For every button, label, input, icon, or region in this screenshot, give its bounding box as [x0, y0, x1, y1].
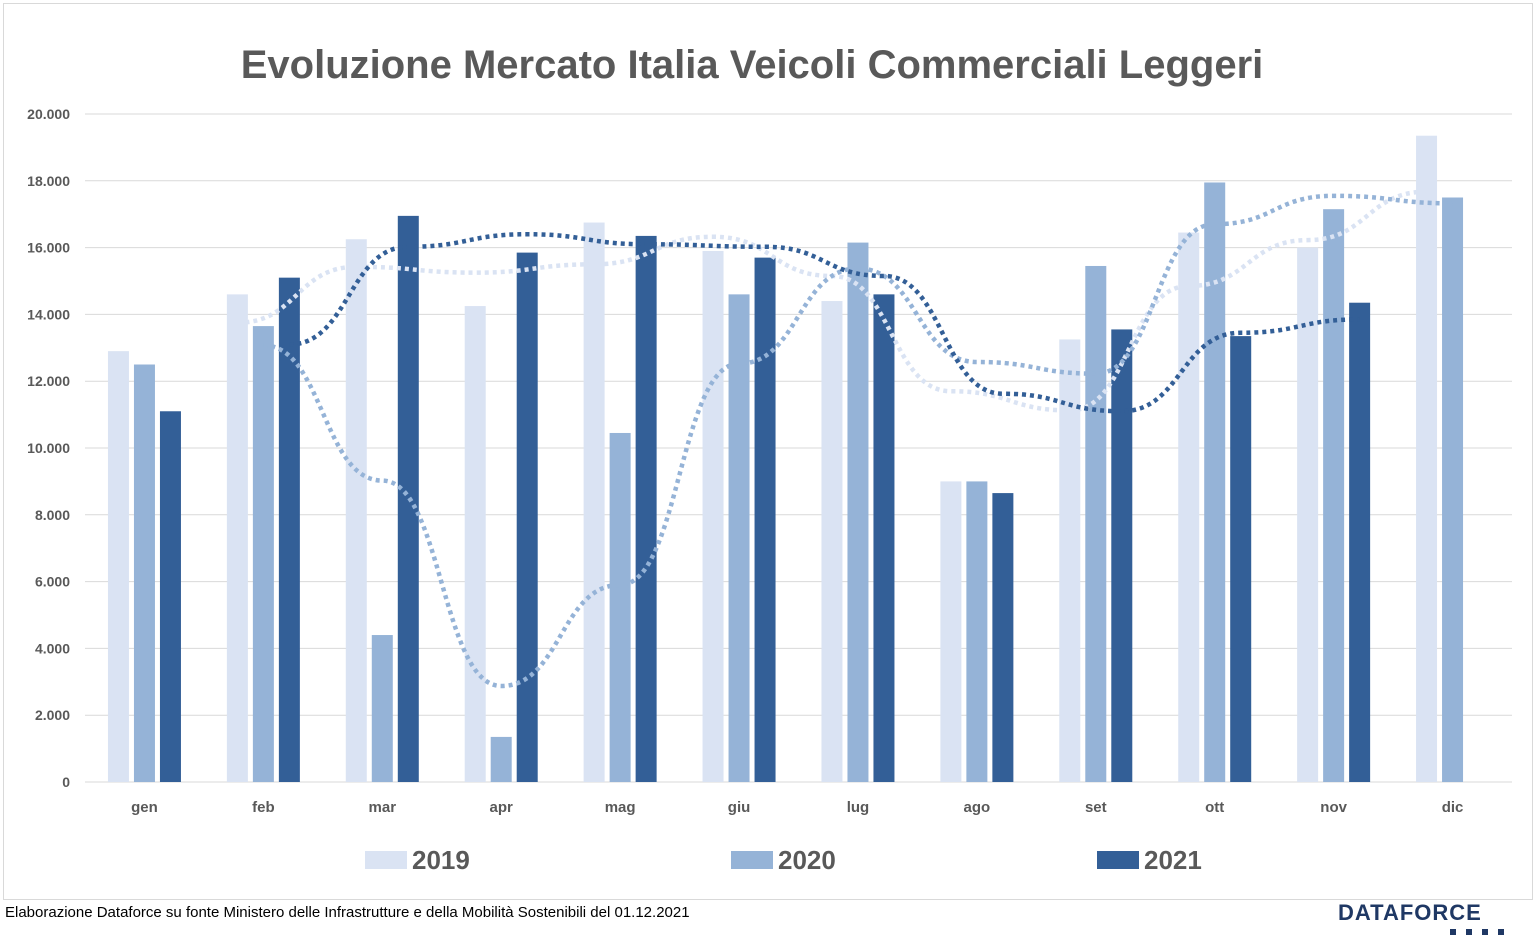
y-tick-label: 2.000	[35, 707, 70, 723]
x-tick-label: ago	[964, 799, 991, 816]
bar-2021-ago	[992, 493, 1014, 782]
legend-label-2019: 2019	[412, 845, 470, 875]
bar-2020-mar	[371, 635, 393, 782]
x-tick-label: gen	[131, 799, 158, 816]
bars	[107, 135, 1464, 783]
bar-chart: Evoluzione Mercato Italia Veicoli Commer…	[27, 43, 1512, 875]
legend: 2019 2020 2021	[365, 845, 1202, 875]
x-tick-label: giu	[728, 799, 751, 816]
bar-2020-lug	[847, 242, 869, 783]
y-tick-label: 6.000	[35, 574, 70, 590]
bar-2021-nov	[1349, 302, 1371, 782]
bar-2019-ago	[940, 481, 962, 782]
trendline-2019	[237, 189, 1427, 413]
bar-2019-feb	[226, 294, 248, 782]
x-tick-label: mag	[605, 799, 636, 816]
x-tick-label: apr	[490, 799, 514, 816]
x-axis: gen feb mar apr mag giu lug ago set ott nov dic	[131, 799, 1463, 816]
legend-swatch-2021	[1097, 851, 1139, 869]
bar-2021-set	[1111, 329, 1133, 782]
bar-2019-lug	[821, 301, 843, 782]
trendline-2020	[263, 193, 1453, 689]
bar-2019-ott	[1178, 232, 1200, 782]
logo-dots	[1450, 922, 1514, 940]
bar-2020-apr	[490, 736, 512, 782]
y-tick-label: 8.000	[35, 507, 70, 523]
y-tick-label: 20.000	[27, 106, 70, 122]
y-tick-label: 14.000	[27, 306, 70, 322]
x-tick-label: ott	[1205, 799, 1224, 816]
bar-2019-gen	[107, 351, 129, 782]
legend-swatch-2020	[731, 851, 773, 869]
bar-2020-set	[1085, 265, 1107, 783]
bar-2020-ott	[1204, 182, 1226, 783]
bar-2019-apr	[464, 306, 486, 782]
bar-2019-giu	[702, 250, 724, 782]
bar-2020-gen	[133, 364, 155, 782]
legend-label-2021: 2021	[1144, 845, 1202, 875]
x-tick-label: feb	[252, 799, 275, 816]
logo-text: DATAFORCE	[1338, 900, 1482, 925]
x-tick-label: nov	[1320, 799, 1347, 816]
bar-2020-dic	[1442, 197, 1464, 782]
legend-swatch-2019	[365, 851, 407, 869]
bar-2021-lug	[873, 294, 895, 782]
bar-2021-feb	[278, 277, 300, 782]
bar-2020-nov	[1323, 209, 1345, 782]
chart-title: Evoluzione Mercato Italia Veicoli Commer…	[241, 43, 1264, 87]
y-axis: 0 2.000 4.000 6.000 8.000 10.000 12.000 14.000 1…	[27, 106, 70, 790]
y-tick-label: 4.000	[35, 640, 70, 656]
bar-2019-set	[1059, 339, 1081, 782]
bar-2020-ago	[966, 481, 988, 782]
bar-2019-mar	[345, 239, 367, 782]
x-tick-label: set	[1085, 799, 1107, 816]
x-tick-label: dic	[1442, 799, 1464, 816]
dataforce-logo: DATAFORCE	[1338, 900, 1528, 935]
x-tick-label: mar	[369, 799, 397, 816]
legend-label-2020: 2020	[778, 845, 836, 875]
y-tick-label: 18.000	[27, 173, 70, 189]
bar-2020-feb	[252, 326, 274, 782]
y-tick-label: 12.000	[27, 373, 70, 389]
y-tick-label: 10.000	[27, 440, 70, 456]
bar-2021-ott	[1230, 336, 1252, 782]
gridlines	[85, 113, 1512, 783]
bar-2019-mag	[583, 222, 605, 783]
bar-2020-mag	[609, 432, 631, 782]
y-tick-label: 0	[62, 774, 70, 790]
bar-2019-dic	[1416, 135, 1438, 782]
x-tick-label: lug	[847, 799, 870, 816]
y-tick-label: 16.000	[27, 240, 70, 256]
bar-2021-apr	[516, 252, 538, 783]
bar-2021-mag	[635, 235, 657, 782]
trendlines	[237, 189, 1453, 689]
bar-2021-giu	[754, 257, 776, 782]
bar-2019-nov	[1297, 247, 1319, 783]
bar-2021-gen	[159, 411, 181, 782]
source-note: Elaborazione Dataforce su fonte Minister…	[5, 904, 690, 921]
bar-2020-giu	[728, 294, 750, 782]
